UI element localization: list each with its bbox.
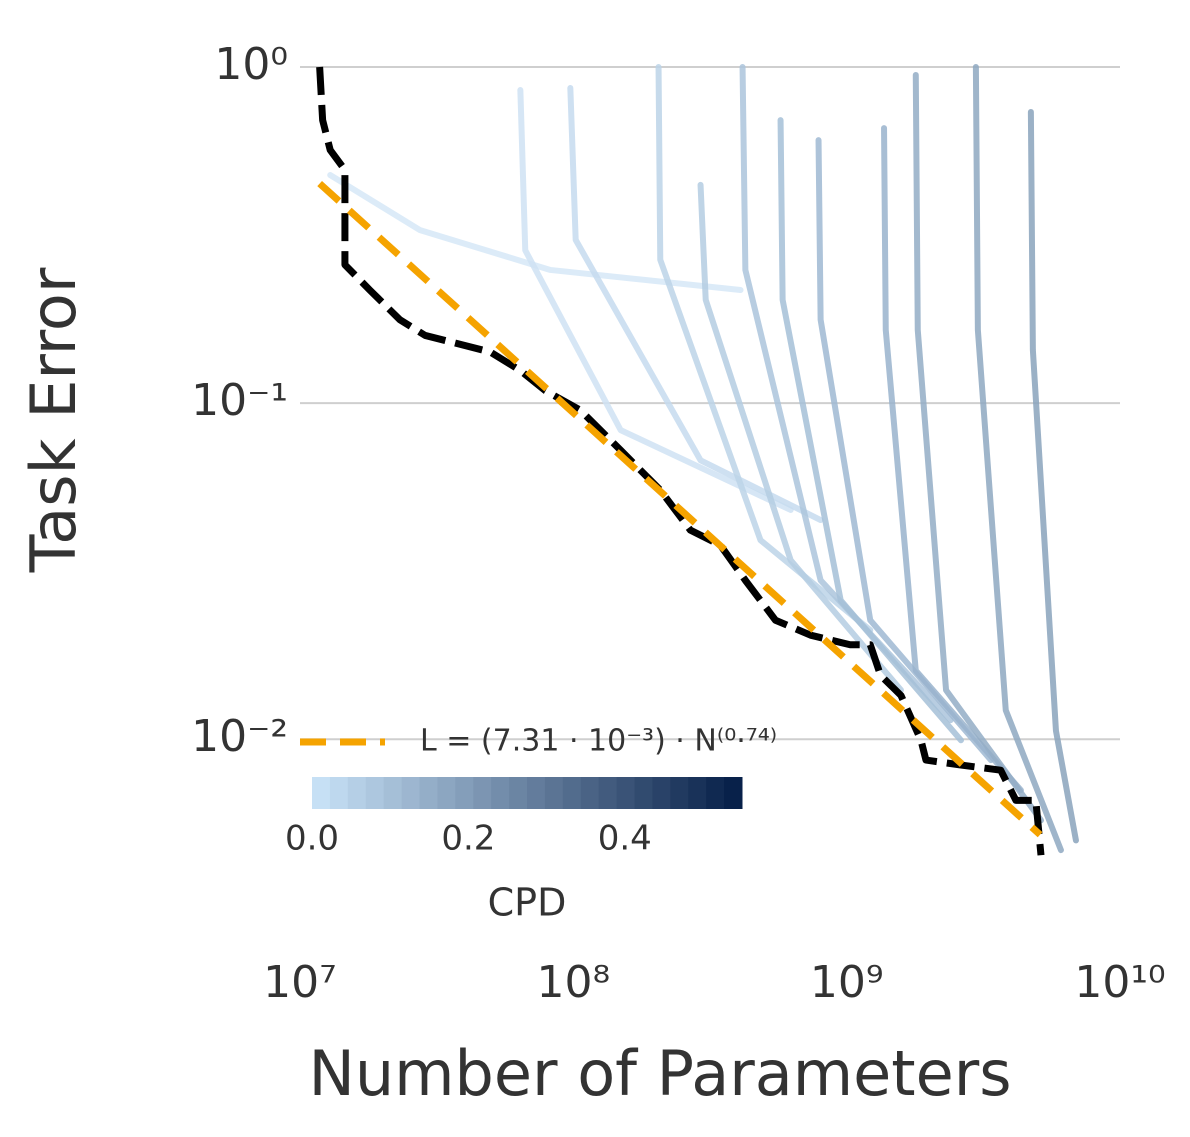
colorbar-cell	[562, 777, 582, 809]
colorbar-cell	[580, 777, 600, 809]
series-line	[1027, 108, 1079, 844]
colorbar-cell	[706, 777, 725, 809]
colorbar-cell	[329, 777, 349, 809]
x-tick-label: 10⁷	[263, 957, 337, 1008]
colorbar-label: CPD	[488, 881, 567, 925]
legend-label: L = (7.31 · 10⁻³) · N⁽⁰·⁷⁴⁾	[420, 724, 777, 759]
colorbar-cell	[544, 777, 564, 809]
colorbar-cell	[652, 777, 671, 809]
series-line	[697, 181, 904, 694]
colorbar-cell	[724, 777, 743, 809]
series-line	[912, 71, 1044, 824]
y-tick-label: 10⁻¹	[191, 375, 288, 426]
colorbar-cell	[491, 777, 510, 809]
colorbar-tick-label: 0.4	[598, 819, 652, 859]
series-line	[972, 64, 1064, 854]
series-line	[327, 172, 744, 294]
colorbar-cell	[365, 777, 385, 809]
colorbar-cell	[616, 777, 635, 809]
series-line	[777, 117, 965, 744]
colorbar-cell	[347, 777, 367, 809]
colorbar-cell	[437, 777, 456, 809]
colorbar-cell	[383, 777, 403, 809]
colorbar-cell	[670, 777, 689, 809]
colorbar-cell	[688, 777, 707, 809]
colorbar-cell	[473, 777, 492, 809]
colorbar-cell	[634, 777, 653, 809]
series-line	[881, 125, 1024, 794]
series-line	[317, 180, 1043, 838]
colorbar-cell	[509, 777, 528, 809]
colorbar-tick-label: 0.2	[441, 819, 495, 859]
colorbar-tick-label: 0.0	[285, 819, 339, 859]
series-line	[316, 66, 1045, 856]
x-axis-title: Number of Parameters	[308, 1037, 1011, 1110]
colorbar-cell	[527, 777, 546, 809]
x-tick-label: 10¹⁰	[1074, 957, 1165, 1008]
colorbar-cell	[598, 777, 618, 809]
series-line	[567, 85, 824, 524]
series-line	[517, 87, 794, 513]
x-tick-label: 10⁸	[537, 957, 611, 1008]
colorbar-cell	[419, 777, 438, 809]
y-tick-label: 10⁰	[214, 39, 288, 90]
y-tick-label: 10⁻²	[191, 711, 288, 762]
x-tick-label: 10⁹	[810, 957, 884, 1008]
colorbar-cell	[312, 777, 331, 809]
y-axis-title: Task Error	[17, 267, 90, 573]
colorbar-cell	[401, 777, 420, 809]
colorbar-cell	[455, 777, 474, 809]
